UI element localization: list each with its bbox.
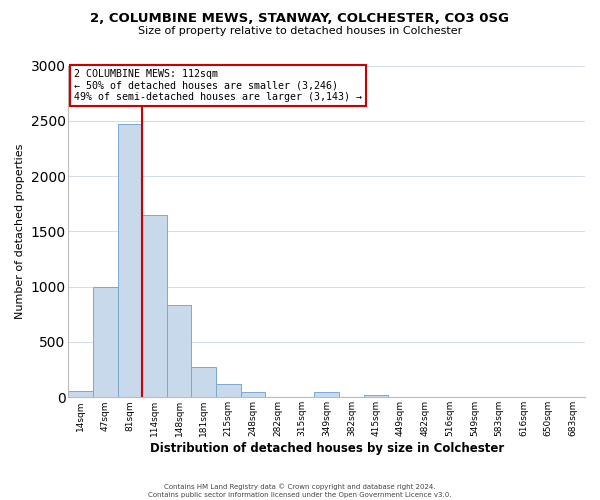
Bar: [93, 286, 118, 398]
Text: Contains HM Land Registry data © Crown copyright and database right 2024.
Contai: Contains HM Land Registry data © Crown c…: [148, 484, 452, 498]
Y-axis label: Number of detached properties: Number of detached properties: [15, 144, 25, 319]
Bar: [191, 368, 216, 398]
Text: 2 COLUMBINE MEWS: 112sqm
← 50% of detached houses are smaller (3,246)
49% of sem: 2 COLUMBINE MEWS: 112sqm ← 50% of detach…: [74, 69, 362, 102]
X-axis label: Distribution of detached houses by size in Colchester: Distribution of detached houses by size …: [149, 442, 504, 455]
Bar: [241, 392, 265, 398]
Bar: [118, 124, 142, 398]
Bar: [216, 384, 241, 398]
Bar: [364, 395, 388, 398]
Bar: [68, 391, 93, 398]
Bar: [167, 306, 191, 398]
Bar: [142, 215, 167, 398]
Text: 2, COLUMBINE MEWS, STANWAY, COLCHESTER, CO3 0SG: 2, COLUMBINE MEWS, STANWAY, COLCHESTER, …: [91, 12, 509, 26]
Bar: [314, 392, 339, 398]
Text: Size of property relative to detached houses in Colchester: Size of property relative to detached ho…: [138, 26, 462, 36]
